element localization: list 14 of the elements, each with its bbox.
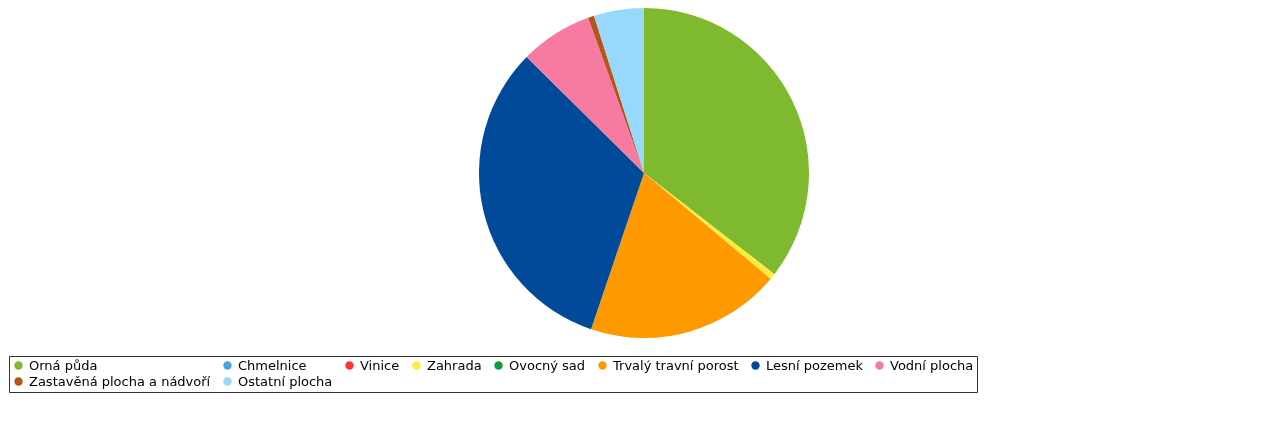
pie-slice <box>591 173 771 338</box>
legend-label: Chmelnice <box>238 357 307 373</box>
legend-label: Zahrada <box>427 357 482 373</box>
legend-label: Vodní plocha <box>890 357 974 373</box>
legend-label: Trvalý travní porost <box>612 357 739 373</box>
legend-label: Ostatní plocha <box>238 373 333 389</box>
pie-slice <box>479 57 644 330</box>
pie-slice <box>644 8 809 275</box>
legend-label: Ovocný sad <box>509 357 586 373</box>
pie-slice <box>526 17 644 173</box>
legend-label: Zastavěná plocha a nádvoří <box>29 373 211 389</box>
legend-label: Orná půda <box>29 357 98 373</box>
legend-label: Lesní pozemek <box>766 357 864 373</box>
legend-label: Vinice <box>360 357 400 373</box>
